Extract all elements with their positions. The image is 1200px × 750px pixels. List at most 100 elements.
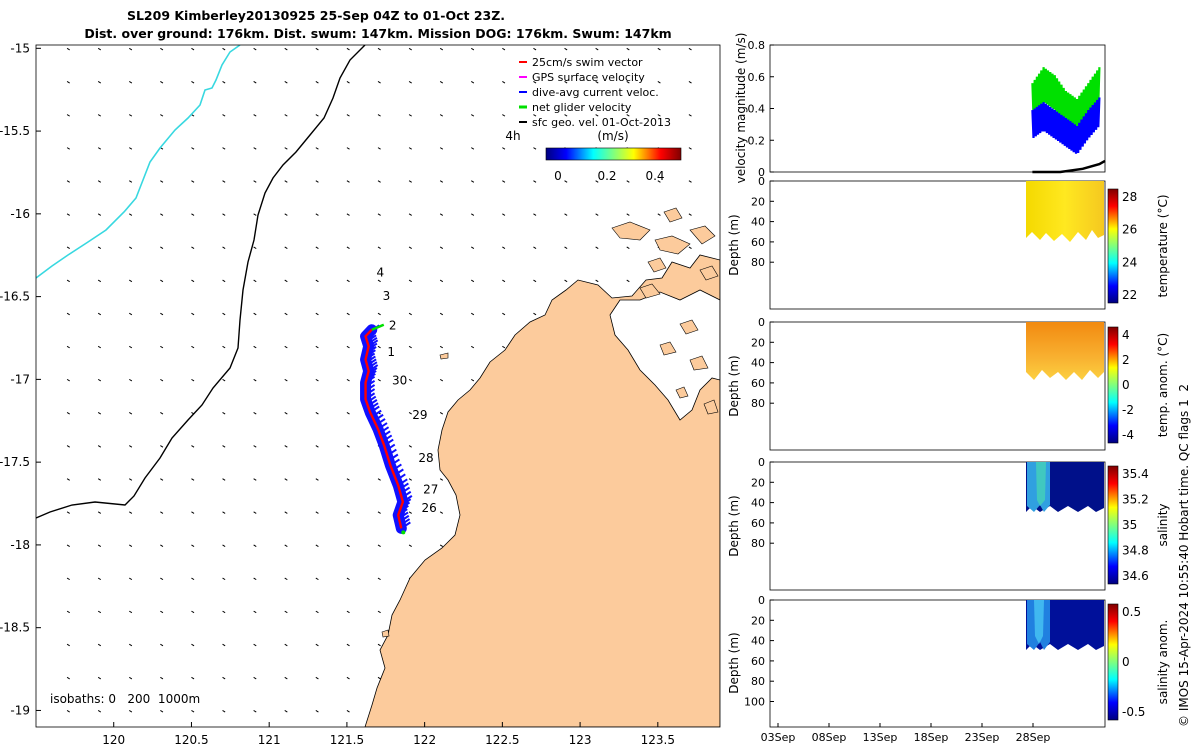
velocity-arrow [253, 80, 257, 84]
velocity-arrow [377, 577, 381, 581]
geostrophic-velocity-line [1032, 159, 1106, 174]
dive-avg-vector [391, 463, 402, 472]
isobath-200m [36, 45, 366, 519]
velocity-arrow [97, 47, 102, 51]
velocity-arrow [595, 279, 599, 283]
velocity-arrow [502, 180, 506, 183]
velocity-arrow [315, 511, 319, 514]
velocity-arrow [160, 610, 164, 614]
velocity-arrow [191, 378, 195, 382]
date-tick-label: 03Sep [761, 731, 796, 744]
velocity-arrow [191, 511, 195, 514]
velocity-arrow [66, 213, 70, 216]
legend-scale-label: 4h [505, 129, 520, 143]
velocity-arrow [688, 180, 692, 183]
dive-avg-vector [367, 336, 378, 345]
velocity-ytick-label: 0.8 [748, 39, 766, 52]
velocity-arrow [471, 114, 475, 117]
dive-avg-vector [368, 364, 379, 372]
velocity-arrow [97, 577, 102, 581]
velocity-arrow [346, 412, 350, 415]
velocity-arrow [191, 246, 195, 249]
velocity-arrow [408, 180, 412, 183]
velocity-arrow [66, 345, 70, 349]
velocity-arrow [377, 180, 381, 183]
velocity-ytick-label: 0.2 [748, 134, 766, 147]
velocity-arrow [315, 312, 319, 316]
legend-label: GPS surface velocity [532, 71, 645, 84]
velocity-arrow [129, 378, 133, 382]
velocity-arrow [97, 147, 102, 150]
velocity-arrow [688, 114, 692, 117]
velocity-arrow [408, 345, 412, 349]
velocity-arrow [66, 279, 70, 283]
velocity-arrow [97, 246, 102, 249]
velocity-arrow [284, 445, 288, 448]
colorbar-tick-2: 0.4 [645, 169, 664, 183]
swim-vector-path [364, 328, 405, 529]
velocity-arrow [377, 345, 381, 349]
velocity-arrow [688, 47, 692, 51]
map-legend: 25cm/s swim vector GPS surface velocity di… [505, 56, 682, 183]
velocity-arrow [439, 312, 444, 316]
velocity-arrow [129, 676, 133, 680]
dive-avg-vector [365, 349, 376, 358]
velocity-arrow [284, 180, 288, 183]
velocity-arrow [346, 345, 350, 349]
velocity-arrow [346, 610, 350, 614]
dive-avg-vector [380, 430, 391, 439]
velocity-arrow [502, 47, 506, 51]
velocity-arrow [315, 676, 319, 680]
velocity-arrow [657, 213, 661, 216]
velocity-arrow [626, 80, 630, 84]
depth-tick-label: 40 [751, 357, 765, 370]
velocity-arrow [315, 478, 319, 481]
velocity-arrow [222, 643, 226, 647]
velocity-arrow [129, 412, 133, 415]
dive-avg-vector [402, 495, 413, 503]
velocity-arrow [377, 378, 381, 382]
velocity-arrow [160, 345, 164, 349]
velocity-arrow [222, 478, 226, 481]
velocity-arrow [284, 412, 288, 415]
velocity-arrow [191, 577, 195, 581]
velocity-arrow [284, 213, 288, 216]
map-xtick-label: 120.5 [174, 733, 208, 747]
velocity-arrow [253, 412, 257, 415]
dive-avg-vector [365, 392, 376, 401]
map-xtick-label: 123.5 [641, 733, 675, 747]
day-label: 30 [392, 373, 407, 387]
velocity-arrow [66, 147, 70, 150]
figure-title-line2: Dist. over ground: 176km. Dist. swum: 14… [84, 26, 671, 41]
temperature-colorbar [1107, 188, 1119, 304]
velocity-arrow [408, 80, 412, 84]
map-ytick-label: -19 [10, 703, 30, 717]
velocity-arrow [595, 47, 599, 51]
velocity-arrow [315, 544, 319, 547]
depth-ylabel: Depth (m) [727, 214, 741, 275]
velocity-arrow [533, 114, 537, 117]
velocity-arrow [377, 147, 381, 150]
velocity-arrow [97, 710, 102, 713]
velocity-arrow [564, 180, 568, 183]
velocity-arrow [564, 213, 568, 216]
net-velocity-vector [371, 323, 385, 331]
velocity-arrow [191, 180, 195, 183]
velocity-arrow [284, 676, 288, 680]
velocity-arrow [408, 213, 412, 216]
velocity-arrow [346, 511, 350, 514]
velocity-arrow [222, 577, 226, 581]
velocity-arrow [502, 345, 506, 349]
velocity-arrow [129, 312, 133, 316]
velocity-arrow [626, 213, 630, 216]
depth-ylabel: Depth (m) [727, 632, 741, 693]
velocity-arrow [97, 80, 102, 84]
velocity-arrow [346, 676, 350, 680]
velocity-arrow [160, 378, 164, 382]
velocity-arrow [66, 577, 70, 581]
velocity-arrow [66, 180, 70, 183]
temp-anom-colorbar [1107, 326, 1119, 444]
velocity-arrow [346, 213, 350, 216]
velocity-arrow [346, 80, 350, 84]
